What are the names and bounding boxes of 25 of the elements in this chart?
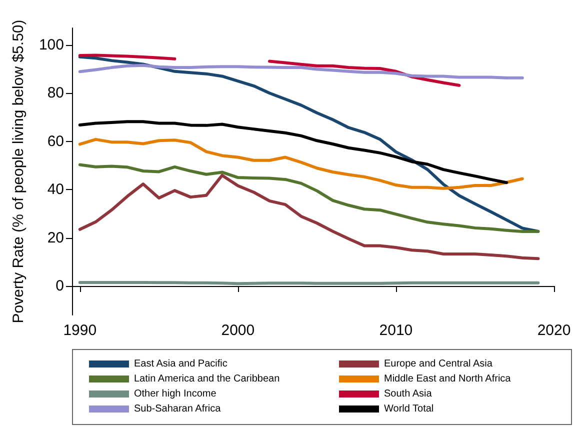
y-tick-label: 40	[47, 181, 64, 198]
y-tick-label: 60	[47, 132, 64, 150]
legend-label: East Asia and Pacific	[134, 358, 228, 370]
y-axis-title: Poverty Rate (% of people living below $5.50)	[10, 20, 27, 324]
line-series	[78, 55, 540, 233]
line-series	[78, 120, 508, 184]
y-tick-label: 0	[56, 278, 64, 295]
line-series	[78, 138, 524, 190]
x-tick-label: 2000	[221, 322, 255, 339]
line-series	[78, 174, 540, 260]
legend-label: Other high Income	[134, 388, 217, 400]
x-tick-label: 2010	[379, 322, 413, 339]
legend-label: Europe and Central Asia	[384, 358, 493, 370]
legend-label: South Asia	[384, 388, 432, 400]
line-series	[78, 163, 540, 234]
y-tick-label: 20	[47, 229, 64, 246]
legend-label: Middle East and North Africa	[384, 374, 512, 384]
legend-label: Latin America and the Caribbean	[134, 374, 280, 384]
legend-label: World Total	[384, 404, 434, 414]
x-tick-label: 1990	[63, 322, 97, 339]
x-tick-label: 2020	[537, 322, 571, 339]
legend-label: Sub-Saharan Africa	[134, 404, 222, 414]
y-tick-label: 80	[47, 84, 64, 102]
line-series	[78, 64, 524, 80]
y-tick-label: 100	[38, 36, 64, 54]
